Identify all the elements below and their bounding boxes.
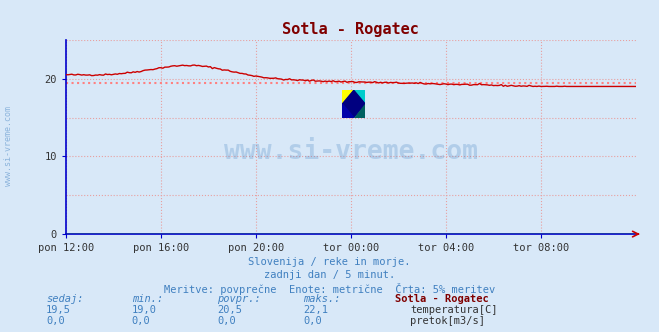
Text: 22,1: 22,1 [303, 305, 328, 315]
Text: 19,0: 19,0 [132, 305, 157, 315]
Polygon shape [354, 104, 365, 118]
Polygon shape [343, 104, 354, 118]
Text: 19,5: 19,5 [46, 305, 71, 315]
Text: www.si-vreme.com: www.si-vreme.com [4, 106, 13, 186]
Polygon shape [343, 90, 354, 104]
Text: sedaj:: sedaj: [46, 294, 84, 304]
Text: 0,0: 0,0 [46, 316, 65, 326]
Text: povpr.:: povpr.: [217, 294, 261, 304]
Polygon shape [354, 90, 365, 104]
Text: 0,0: 0,0 [217, 316, 236, 326]
Polygon shape [343, 90, 365, 118]
Text: maks.:: maks.: [303, 294, 341, 304]
Text: 0,0: 0,0 [132, 316, 150, 326]
Title: Sotla - Rogatec: Sotla - Rogatec [283, 22, 419, 37]
Text: Slovenija / reke in morje.: Slovenija / reke in morje. [248, 257, 411, 267]
Text: temperatura[C]: temperatura[C] [410, 305, 498, 315]
Text: Sotla - Rogatec: Sotla - Rogatec [395, 294, 489, 304]
Text: 20,5: 20,5 [217, 305, 243, 315]
Text: 0,0: 0,0 [303, 316, 322, 326]
Text: min.:: min.: [132, 294, 163, 304]
Text: Meritve: povprečne  Enote: metrične  Črta: 5% meritev: Meritve: povprečne Enote: metrične Črta:… [164, 283, 495, 294]
Text: zadnji dan / 5 minut.: zadnji dan / 5 minut. [264, 270, 395, 280]
Text: www.si-vreme.com: www.si-vreme.com [224, 139, 478, 165]
Text: pretok[m3/s]: pretok[m3/s] [410, 316, 485, 326]
